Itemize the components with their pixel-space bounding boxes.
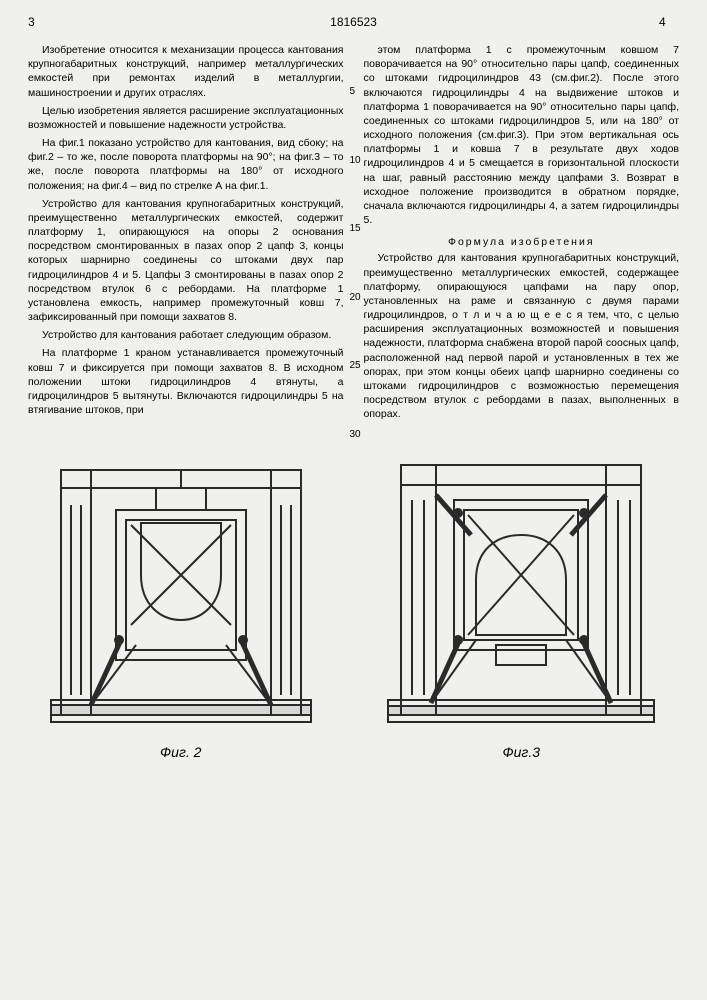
para: Целью изобретения является расширение эк… bbox=[28, 104, 344, 132]
formula-title: Формула изобретения bbox=[364, 235, 680, 249]
figures-row: Фиг. 2 bbox=[28, 445, 679, 760]
page-right-num: 4 bbox=[659, 15, 679, 29]
para: На платформе 1 краном устанавливается пр… bbox=[28, 346, 344, 417]
line-num: 20 bbox=[350, 291, 361, 305]
page-left-num: 3 bbox=[28, 15, 48, 29]
para: Устройство для кантования крупногабаритн… bbox=[28, 197, 344, 325]
fig3-svg bbox=[376, 445, 666, 735]
para: Изобретение относится к механизации проц… bbox=[28, 43, 344, 100]
figure-2: Фиг. 2 bbox=[41, 445, 321, 760]
para: этом платформа 1 с промежуточным ковшом … bbox=[364, 43, 680, 227]
page-header: 3 1816523 4 bbox=[28, 15, 679, 29]
patent-number: 1816523 bbox=[48, 15, 659, 29]
para: Устройство для кантования работает следу… bbox=[28, 328, 344, 342]
line-num: 5 bbox=[350, 85, 361, 99]
para: На фиг.1 показано устройство для кантова… bbox=[28, 136, 344, 193]
line-num: 15 bbox=[350, 222, 361, 236]
text-columns: Изобретение относится к механизации проц… bbox=[28, 43, 679, 425]
line-num: 25 bbox=[350, 359, 361, 373]
line-num: 10 bbox=[350, 154, 361, 168]
line-number-gutter: 5 10 15 20 25 30 bbox=[350, 43, 361, 441]
column-left: Изобретение относится к механизации проц… bbox=[28, 43, 344, 425]
line-num: 30 bbox=[350, 428, 361, 442]
fig3-caption: Фиг.3 bbox=[376, 744, 666, 760]
column-right: 5 10 15 20 25 30 этом платформа 1 с пром… bbox=[364, 43, 680, 425]
fig2-svg bbox=[41, 445, 321, 735]
para: Устройство для кантования крупногабаритн… bbox=[364, 251, 680, 421]
figure-3: Фиг.3 bbox=[376, 445, 666, 760]
fig2-caption: Фиг. 2 bbox=[41, 744, 321, 760]
